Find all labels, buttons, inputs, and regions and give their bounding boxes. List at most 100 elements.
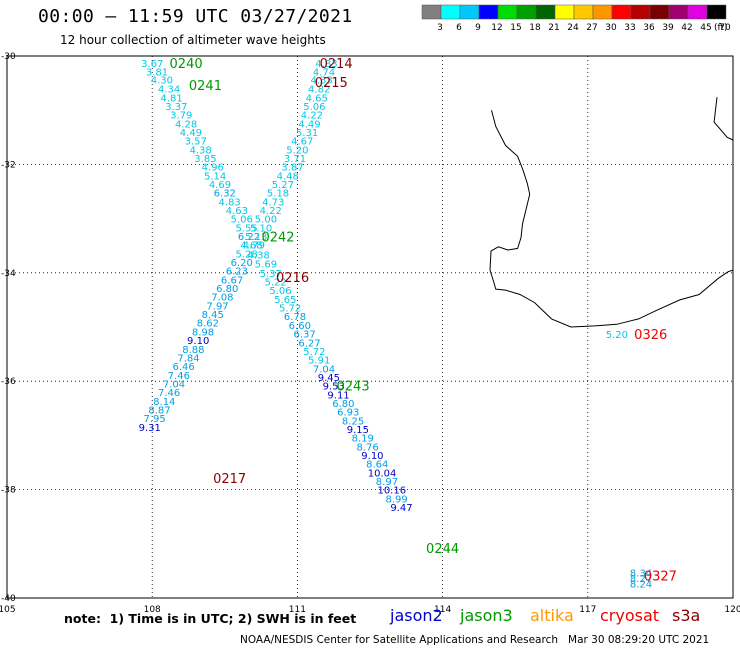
swh-value-label: 8.34 [630,569,652,580]
colorbar-swatch [649,4,670,20]
swh-value-label: 7.04 [313,364,335,375]
track-time-label: 0326 [634,328,667,343]
swh-value-label: 5.20 [606,330,628,341]
y-tick-label: -32 [1,160,16,170]
swh-value-label: 5.72 [279,304,301,315]
swh-value-label: 5.72 [303,347,325,358]
colorbar-swatch [611,4,632,20]
swh-value-label: 3.79 [170,111,192,122]
page-subtitle: 12 hour collection of altimeter wave hei… [60,33,326,47]
swh-value-label: 6.67 [221,275,243,286]
swh-value-label: 9.45 [318,373,340,384]
swh-value-label: 4.65 [306,93,328,104]
swh-value-label: 5.06 [269,286,291,297]
colorbar-label: 18 [529,23,541,33]
swh-value-label: 5.00 [255,215,277,226]
swh-value-label: 4.28 [175,119,197,130]
swh-value-label: 3.57 [185,137,207,148]
swh-value-label: 3.37 [165,102,187,113]
swh-value-label: 5.69 [255,260,277,271]
swh-value-label: 8.24 [630,579,652,590]
y-tick-label: -36 [1,377,16,387]
swh-value-label: 5.10 [250,223,272,234]
colorbar-label: 33 [624,23,635,33]
swh-value-label: 4.74 [313,67,335,78]
swh-value-label: 4.68 [240,241,262,252]
swh-value-label: 4.79 [243,241,265,252]
colorbar-label: 9 [475,23,481,33]
x-tick-label: 114 [434,605,451,615]
swh-value-label: 4.49 [180,128,202,139]
colorbar-swatch [630,4,651,20]
swh-value-label: 6.80 [332,399,354,410]
track-time-label: 0216 [276,271,309,286]
colorbar-label: 12 [491,23,502,33]
colorbar-swatch [516,4,537,20]
swh-value-label: 8.88 [182,345,204,356]
colorbar-swatch [573,4,594,20]
swh-value-label: 8.98 [192,327,214,338]
swh-value-label: 5.20 [286,145,308,156]
colorbar-swatch [592,4,613,20]
swh-value-label: 6.37 [294,330,316,341]
swh-value-label: 7.08 [211,293,233,304]
swh-value-label: 5.22 [264,278,286,289]
colorbar-label: 24 [567,23,579,33]
colorbar-label: 70 [719,23,731,33]
y-tick-label: -38 [1,486,16,496]
swh-value-label: 8.97 [376,477,398,488]
footer-credit: NOAA/NESDIS Center for Satellite Applica… [240,634,710,646]
colorbar-label: 27 [586,23,597,33]
swh-value-label: 4.30 [151,75,173,86]
swh-value-label: 8.62 [197,319,219,330]
swh-value-label: 8.87 [148,405,170,416]
swh-value-label: 6.60 [289,321,311,332]
swh-value-label: 7.04 [163,379,185,390]
swh-value-label: 5.13 [245,232,267,243]
swh-value-label: 4.82 [308,85,330,96]
swh-value-label: 3.71 [284,154,306,165]
swh-value-label: 5.27 [272,180,294,191]
swh-value-label: 6.80 [216,284,238,295]
colorbar-swatch [706,4,727,20]
mission-altika: altika [530,606,574,625]
mission-cryosat: cryosat [600,606,660,625]
colorbar-swatch [687,4,708,20]
swh-value-label: 6.20 [231,258,253,269]
colorbar-swatch [421,4,442,20]
swh-value-label: 6.27 [298,338,320,349]
swh-value-label: 7.95 [143,414,165,425]
swh-value-label: 7.46 [158,388,180,399]
swh-value-label: 5.18 [267,189,289,200]
track-time-label: 0217 [213,472,246,487]
x-tick-label: 105 [0,605,16,615]
swh-value-label: 4.96 [202,163,224,174]
swh-value-label: 4.73 [262,197,284,208]
swh-value-label: 5.37 [260,269,282,280]
swh-value-label: 9.11 [327,390,349,401]
colorbar-label: 6 [456,23,462,33]
x-tick-label: 108 [144,605,161,615]
swh-value-label: 8.99 [385,494,407,505]
swh-value-label: 4.22 [301,111,323,122]
colorbar-label: 45 [700,23,711,33]
swh-value-label: 4.38 [189,145,211,156]
swh-value-label: 9.15 [347,425,369,436]
swh-value-label: 4.83 [315,59,337,70]
colorbar-label: 36 [643,23,655,33]
swh-value-label: 7.84 [177,353,199,364]
x-tick-label: 111 [289,605,306,615]
swh-value-label: 4.49 [298,119,320,130]
colorbar-swatch [440,4,461,20]
swh-value-label: 5.14 [204,171,226,182]
y-tick-label: -30 [1,52,16,62]
colorbar-label: 15 [510,23,521,33]
colorbar-unit: (ft) [714,23,728,33]
track-time-label: 0327 [644,569,677,584]
swh-value-label: 10.04 [368,468,397,479]
swh-value-label: 8.19 [352,434,374,445]
swh-value-label: 6.93 [337,408,359,419]
colorbar-label: 39 [662,23,674,33]
swh-value-label: 4.83 [219,197,241,208]
